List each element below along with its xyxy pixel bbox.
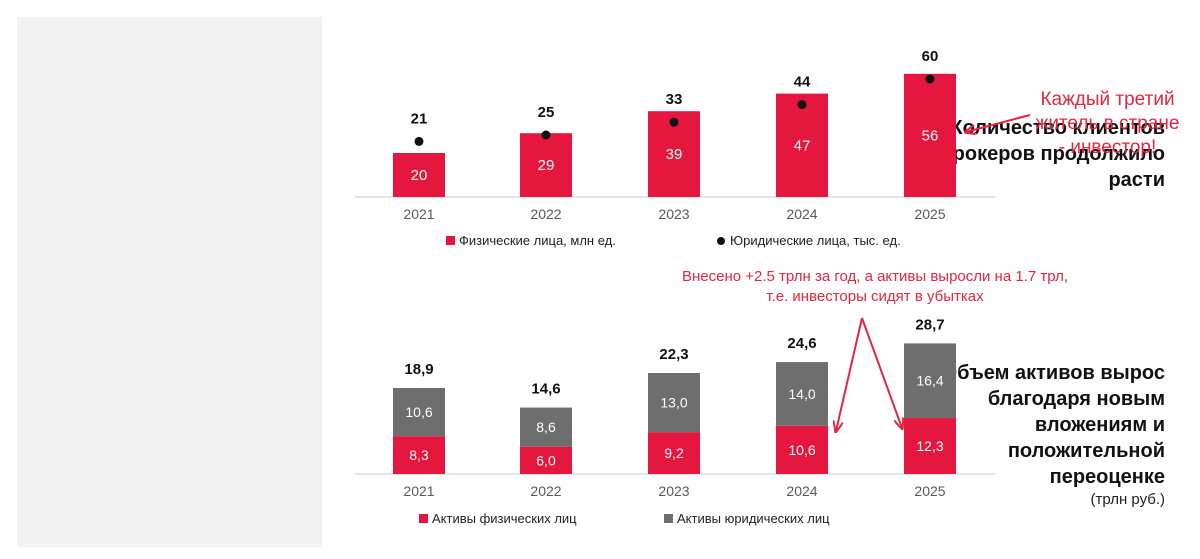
- chart-2-unit: (трлн руб.): [1090, 491, 1166, 508]
- total-assets-label: 28,7: [915, 316, 944, 333]
- individual-assets-bar: [393, 436, 445, 474]
- individual-assets-label: 9,2: [664, 445, 684, 461]
- individual-assets-bar: [776, 425, 828, 474]
- legend-legal-assets-label: Активы юридических лиц: [677, 511, 830, 526]
- legend-individuals-swatch: [446, 236, 455, 245]
- chart-1-title: Количество клиентов брокеров продолжило …: [940, 117, 1165, 191]
- individuals-bar: [520, 133, 572, 197]
- legend-legal-entities-marker: [717, 237, 725, 245]
- total-assets-label: 14,6: [531, 381, 560, 398]
- legal-assets-label: 13,0: [660, 395, 687, 411]
- left-caption-panel: [17, 17, 322, 547]
- individuals-bar: [904, 73, 956, 197]
- individual-assets-label: 6,0: [536, 452, 556, 468]
- legal-entities-dot: [541, 130, 551, 140]
- legal-entities-dot: [669, 117, 679, 127]
- legend-legal-entities-label: Юридические лица, тыс. ед.: [730, 233, 901, 248]
- legend-individual-assets-label: Активы физических лиц: [432, 511, 577, 526]
- legal-entities-dot: [925, 74, 935, 84]
- annotation-right-line-3: - инвестор!: [1058, 137, 1157, 158]
- legend-individuals-label: Физические лица, млн ед.: [459, 233, 616, 248]
- legal-entities-label: 25: [538, 104, 555, 121]
- individuals-bar-label: 47: [794, 137, 811, 154]
- legal-entities-dot: [414, 136, 424, 146]
- x-tick-label: 2022: [530, 206, 561, 222]
- total-assets-label: 18,9: [404, 361, 433, 378]
- annotation-arrow-to-2025-bar-assets: [861, 317, 902, 428]
- x-tick-label: 2025: [914, 206, 945, 222]
- legal-assets-bar: [648, 372, 700, 433]
- annotation-arrow-to-2025-bar: [966, 114, 1031, 132]
- individuals-bar: [393, 153, 445, 197]
- legal-entities-dot: [797, 100, 807, 110]
- legal-assets-bar: [904, 343, 956, 419]
- individual-assets-label: 12,3: [916, 438, 943, 454]
- annotation-right-line-1: Каждый третий: [1040, 89, 1175, 110]
- legal-entities-label: 21: [411, 110, 428, 127]
- annotation-right-line-2: житель в стране: [1035, 113, 1180, 134]
- x-tick-label: 2021: [403, 206, 434, 222]
- x-tick-label: 2024: [786, 206, 817, 222]
- individual-assets-label: 10,6: [788, 442, 815, 458]
- individuals-bar-label: 39: [666, 146, 683, 163]
- individual-assets-bar: [520, 446, 572, 474]
- assets-chart: 8,3 10,6 18,9 2021 6,0 8,6 14,6 2022 9,2 13,0 22,3…: [355, 316, 995, 526]
- chart-2-title: Объем активов вырос благодаря новым влож…: [941, 362, 1165, 488]
- clients-chart: 2021202129252022393320234744202456602025…: [355, 48, 995, 248]
- individual-assets-label: 8,3: [409, 447, 429, 463]
- annotation-right: Каждый третий житель в стране - инвестор…: [1025, 88, 1190, 160]
- individuals-bar: [776, 93, 828, 197]
- annotation-arrow-to-2024-bar: [836, 317, 863, 431]
- total-assets-label: 24,6: [787, 335, 816, 352]
- legal-assets-label: 14,0: [788, 386, 815, 402]
- individuals-bar-label: 29: [538, 157, 555, 174]
- individual-assets-bar: [904, 418, 956, 474]
- legal-entities-label: 33: [666, 91, 683, 108]
- legal-assets-bar: [520, 407, 572, 447]
- x-tick-label: 2022: [530, 483, 561, 499]
- annotation-middle-line-2: т.е. инвесторы сидят в убытках: [766, 288, 984, 305]
- legal-assets-label: 16,4: [916, 373, 943, 389]
- x-tick-label: 2023: [658, 206, 689, 222]
- individuals-bar-label: 56: [922, 127, 939, 144]
- individual-assets-bar: [648, 432, 700, 474]
- annotation-middle: Внесено +2.5 трлн за год, а активы вырос…: [640, 267, 1110, 307]
- chart-2-caption: Объем активов вырос благодаря новым влож…: [935, 360, 1165, 510]
- legal-assets-bar: [776, 362, 828, 426]
- x-tick-label: 2021: [403, 483, 434, 499]
- legend-individual-assets-swatch: [419, 514, 428, 523]
- total-assets-label: 22,3: [659, 346, 688, 363]
- legal-assets-label: 8,6: [536, 419, 556, 435]
- legal-entities-label: 60: [922, 48, 939, 65]
- legal-entities-label: 44: [794, 74, 811, 91]
- legend-legal-assets-swatch: [664, 514, 673, 523]
- annotation-arrows: [836, 114, 1031, 431]
- legal-assets-bar: [393, 388, 445, 437]
- x-tick-label: 2024: [786, 483, 817, 499]
- individuals-bar-label: 20: [411, 167, 428, 184]
- x-tick-label: 2023: [658, 483, 689, 499]
- x-tick-label: 2025: [914, 483, 945, 499]
- legal-assets-label: 10,6: [405, 404, 432, 420]
- annotation-middle-line-1: Внесено +2.5 трлн за год, а активы вырос…: [682, 268, 1068, 285]
